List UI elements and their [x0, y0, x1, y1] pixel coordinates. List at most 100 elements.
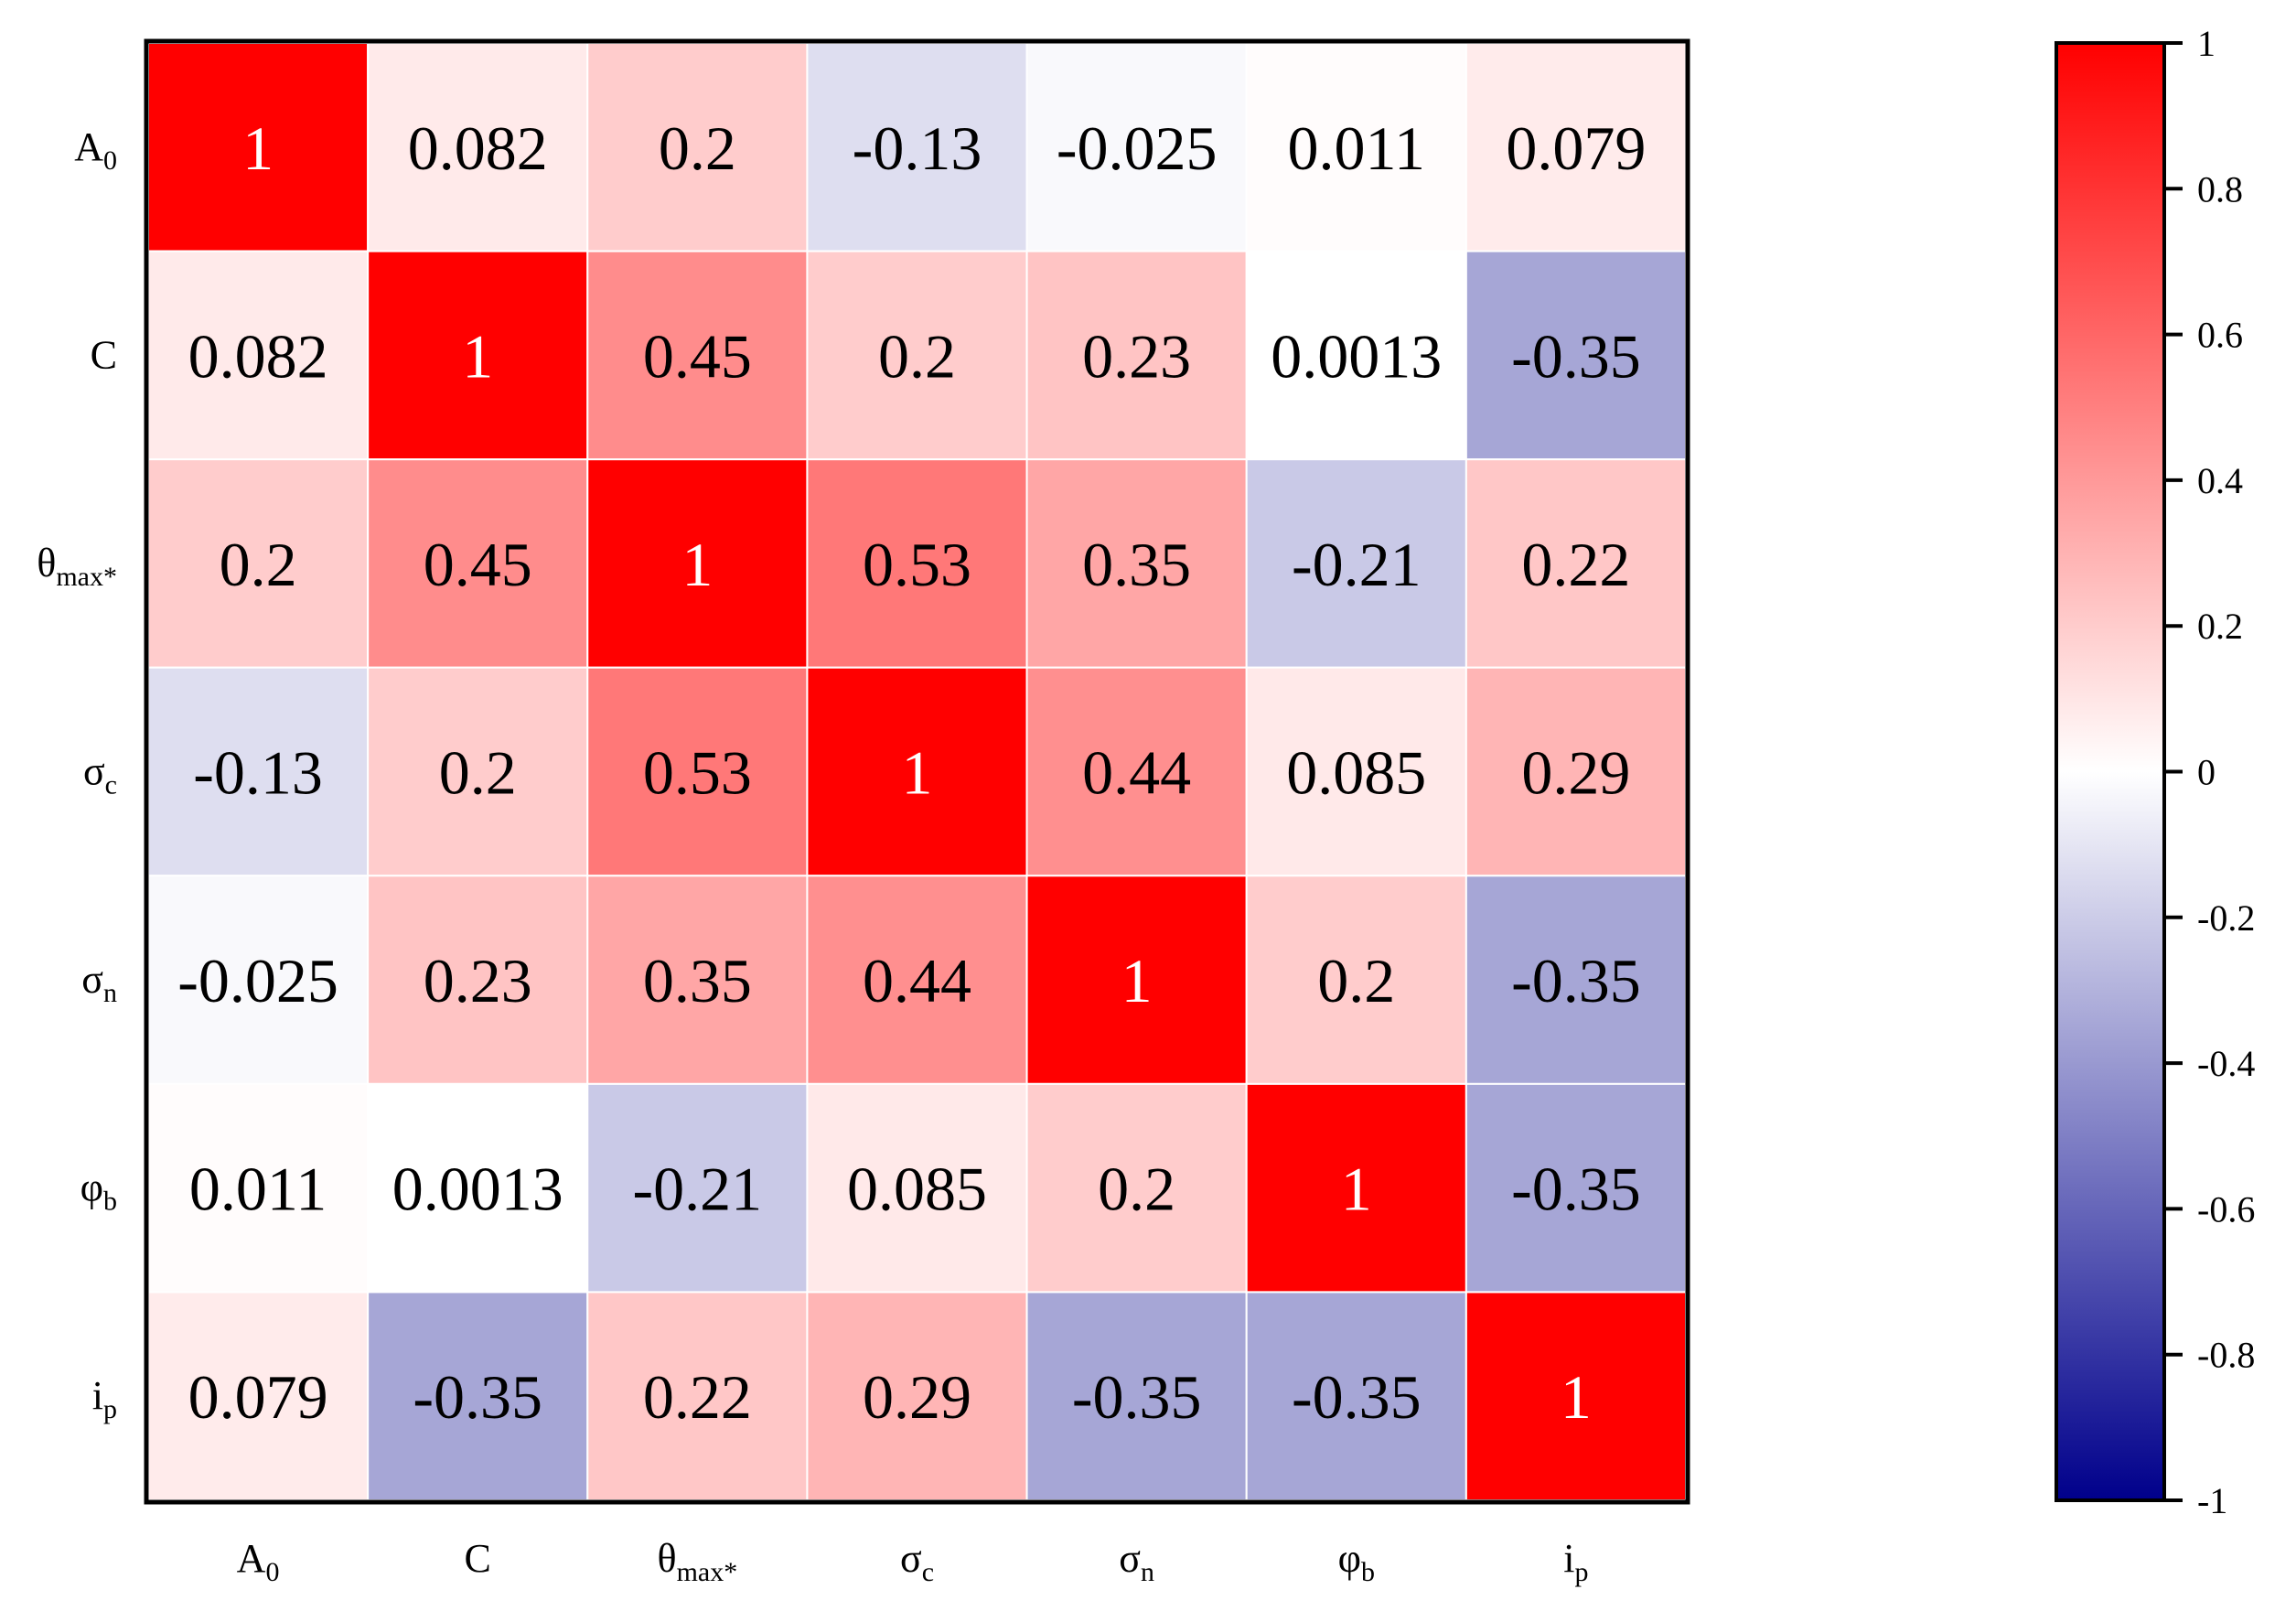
y-tick-label: σn [81, 957, 117, 1008]
colorbar [2055, 41, 2166, 1502]
label-subscript: b [1361, 1557, 1375, 1587]
cell-value-label: 0.29 [1521, 738, 1630, 808]
y-tick-label: φb [80, 1165, 117, 1217]
cell-value-label: 1 [1341, 1155, 1372, 1224]
cell-value-label: -0.35 [1511, 1155, 1641, 1224]
heatmap-cell [1465, 1291, 1688, 1502]
y-tick-label: σc [83, 749, 117, 800]
heatmap-cell [806, 1082, 1028, 1294]
label-subscript: p [103, 1394, 117, 1424]
y-tick-label: θmax* [37, 541, 117, 592]
cell-value-label: 0.29 [863, 1362, 971, 1432]
label-base: φ [1338, 1536, 1361, 1581]
cell-value-label: 0.45 [424, 530, 532, 599]
cell-value-label: 0.085 [1286, 738, 1426, 808]
colorbar-tick-label: 0.4 [2197, 460, 2243, 501]
label-base: σ [1119, 1536, 1141, 1581]
heatmap-cell [367, 458, 589, 669]
heatmap-cell [806, 42, 1028, 252]
cell-value-label: 0.44 [863, 946, 971, 1015]
cell-value-label: 0.011 [1288, 113, 1425, 183]
heatmap-cell [1245, 1291, 1467, 1502]
colorbar-tick-label: 0.6 [2197, 315, 2243, 356]
cell-value-label: 1 [1561, 1362, 1592, 1432]
x-tick-label: σc [900, 1536, 934, 1587]
cell-value-label: -0.025 [1057, 113, 1218, 183]
x-tick-label: θmax* [657, 1536, 737, 1587]
cell-value-label: -0.35 [1292, 1362, 1422, 1432]
cell-value-label: 0.2 [1098, 1155, 1175, 1224]
heatmap-cell [147, 666, 370, 877]
label-base: C [465, 1536, 491, 1581]
label-base: C [91, 332, 117, 377]
cell-value-label: 0.2 [439, 738, 517, 808]
cell-value-label: 0.2 [220, 530, 297, 599]
heatmap-cell [586, 875, 809, 1085]
cell-value-label: 0.22 [643, 1362, 752, 1432]
label-base: σ [900, 1536, 922, 1581]
cell-value-label: -0.35 [413, 1362, 542, 1432]
heatmap-cell [586, 1291, 809, 1502]
label-subscript: max* [56, 562, 117, 592]
cell-value-label: 0.44 [1082, 738, 1191, 808]
heatmap-cell [586, 1082, 809, 1294]
cell-value-label: 0.35 [1082, 530, 1191, 599]
cell-value-label: -0.35 [1072, 1362, 1202, 1432]
heatmap-cell [147, 875, 370, 1085]
colorbar-tick-label: 0.2 [2197, 606, 2243, 647]
cell-value-label: 0.082 [188, 321, 328, 391]
colorbar-tick-label: 0.8 [2197, 168, 2243, 209]
cell-value-label: -0.13 [853, 113, 982, 183]
cell-value-label: 0.0013 [392, 1155, 563, 1224]
colorbar-tick-label: -0.2 [2197, 897, 2255, 939]
label-base: A [74, 124, 103, 169]
heatmap-cell [367, 42, 589, 252]
heatmap-cell [586, 458, 809, 669]
cell-value-label: 0.079 [1506, 113, 1646, 183]
heatmap-cell [1465, 250, 1688, 461]
cell-value-label: 0.2 [659, 113, 736, 183]
heatmap-cells: 1 0.082 0.2 -0.13 -0.025 0.011 0.079 0.082 1 0.45… [147, 42, 1688, 1502]
cell-value-label: 0.35 [643, 946, 752, 1015]
colorbar-tick-label: 1 [2197, 23, 2216, 64]
x-tick-label: A0 [237, 1536, 280, 1587]
heatmap-cell [1245, 666, 1467, 877]
cell-value-label: 0.45 [643, 321, 752, 391]
y-tick-label: ip [92, 1373, 117, 1424]
cell-value-label: -0.21 [1292, 530, 1422, 599]
heatmap-cell [1465, 458, 1688, 669]
heatmap-cell [1025, 1082, 1248, 1294]
cell-value-label: 0.082 [408, 113, 548, 183]
cell-value-label: 0.011 [189, 1155, 327, 1224]
label-base: i [1563, 1536, 1574, 1581]
cell-value-label: 1 [462, 321, 493, 391]
label-base: θ [37, 541, 56, 585]
cell-value-label: 0.079 [188, 1362, 328, 1432]
label-subscript: p [1575, 1557, 1589, 1587]
heatmap-cell [806, 1291, 1028, 1502]
heatmap-cell [367, 666, 589, 877]
colorbar-ticks: 1 0.8 0.6 0.4 0.2 0 -0.2 -0.4 -0.6 -0.8 -1 [2164, 23, 2255, 1521]
heatmap-cell [147, 458, 370, 669]
heatmap-cell [806, 458, 1028, 669]
label-base: A [237, 1536, 266, 1581]
cell-value-label: -0.21 [633, 1155, 763, 1224]
cell-value-label: 0.23 [424, 946, 532, 1015]
x-tick-label: ip [1563, 1536, 1588, 1587]
heatmap-cell [1025, 1291, 1248, 1502]
cell-value-label: -0.025 [177, 946, 338, 1015]
label-subscript: c [922, 1557, 934, 1587]
label-subscript: 0 [103, 145, 117, 176]
heatmap-cell [1245, 458, 1467, 669]
cell-value-label: 0.2 [878, 321, 956, 391]
x-tick-label: σn [1119, 1536, 1154, 1587]
colorbar-tick-label: 0 [2197, 752, 2216, 793]
y-tick-label: A0 [74, 124, 117, 176]
heatmap-cell [1465, 1082, 1688, 1294]
colorbar-tick-label: -0.8 [2197, 1335, 2255, 1376]
heatmap-cell [147, 250, 370, 461]
cell-value-label: -0.35 [1511, 946, 1641, 1015]
label-subscript: b [103, 1187, 117, 1217]
heatmap-cell [367, 1082, 589, 1294]
